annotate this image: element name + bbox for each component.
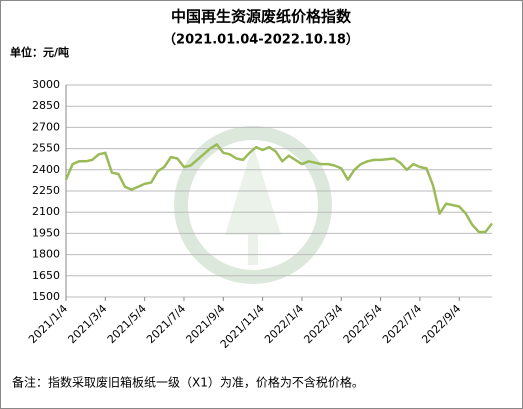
y-tick-label: 2550 bbox=[32, 142, 60, 155]
y-tick-label: 1500 bbox=[32, 290, 60, 303]
chart-title: 中国再生资源废纸价格指数 bbox=[171, 8, 352, 26]
y-tick-label: 1800 bbox=[32, 248, 60, 261]
data-line bbox=[64, 143, 493, 234]
footnote: 备注：指数采取废旧箱板纸一级（X1）为准，价格为不含税价格。 bbox=[12, 375, 364, 390]
y-tick-label: 2850 bbox=[32, 99, 60, 112]
unit-label: 单位：元/吨 bbox=[10, 45, 69, 59]
y-tick-label: 1650 bbox=[32, 269, 60, 282]
y-tick-label: 3000 bbox=[32, 78, 60, 91]
chart-subtitle: （2021.01.04-2022.10.18） bbox=[163, 32, 359, 48]
y-tick-label: 2250 bbox=[32, 184, 60, 197]
y-tick-label: 2400 bbox=[32, 163, 60, 176]
y-tick-label: 1950 bbox=[32, 226, 60, 239]
y-tick-label: 2100 bbox=[32, 205, 60, 218]
y-tick-label: 2700 bbox=[32, 120, 60, 133]
